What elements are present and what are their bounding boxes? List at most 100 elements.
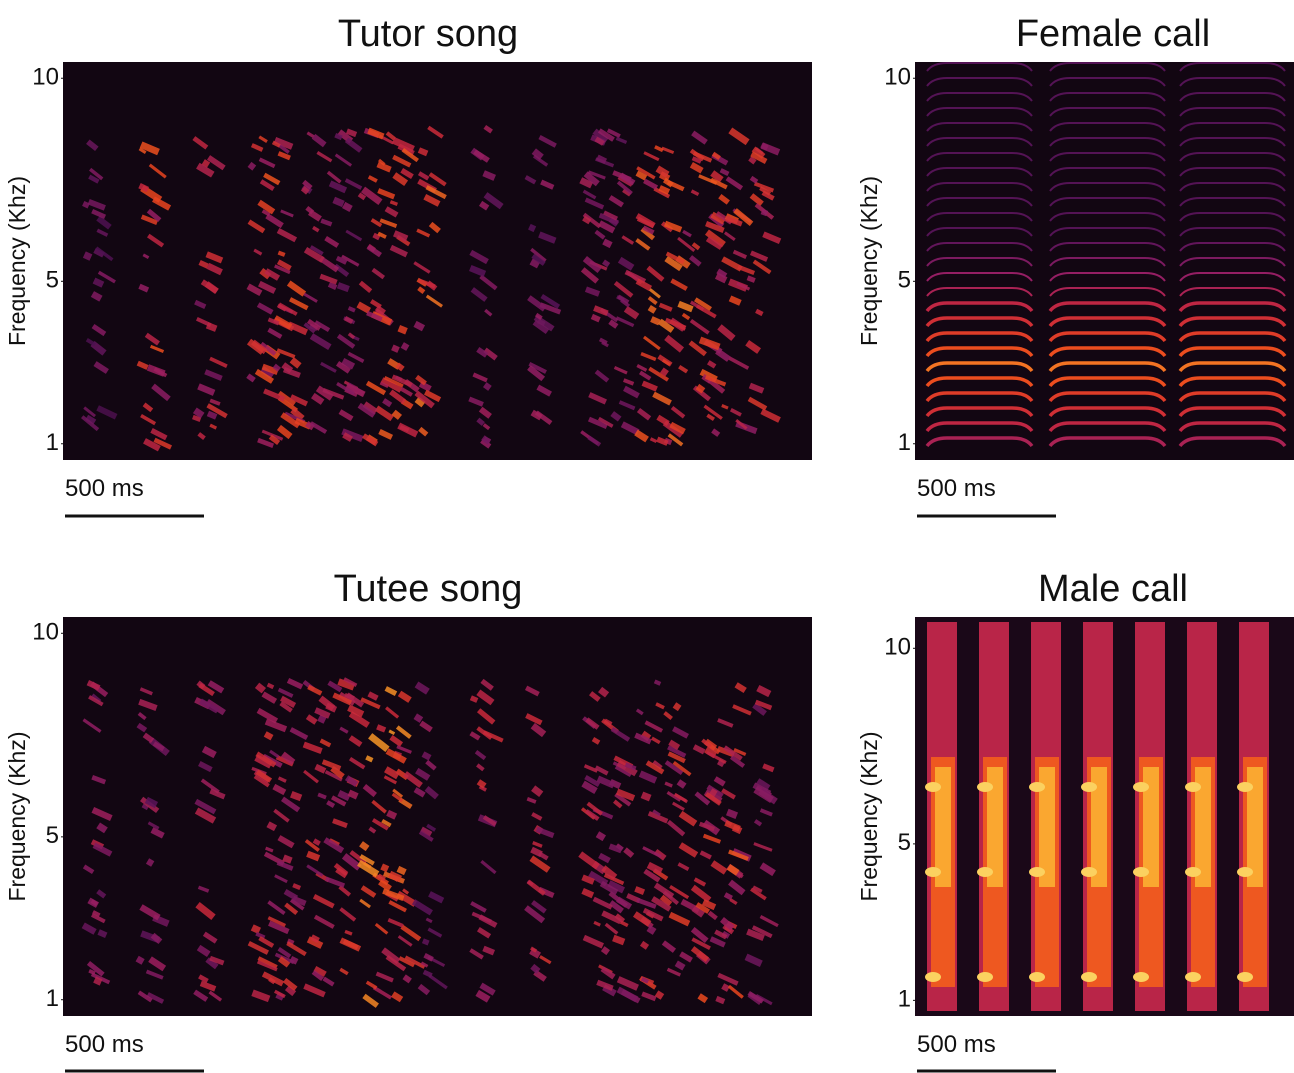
syllable-element <box>192 414 202 422</box>
syllable-element <box>368 826 377 834</box>
syllable-element <box>362 784 377 798</box>
harmonic <box>925 301 1034 313</box>
harmonic <box>925 346 1034 358</box>
syllable-element <box>367 175 378 183</box>
syllable-element <box>209 955 225 966</box>
syllable-element <box>678 364 689 374</box>
syllable-element <box>734 682 747 694</box>
syllable-element <box>385 131 396 141</box>
call-core <box>1039 767 1055 887</box>
syllable-element <box>530 963 541 974</box>
syllable-element <box>673 792 688 804</box>
syllable-element <box>640 227 656 241</box>
syllable-element <box>425 759 437 771</box>
syllable-element <box>288 297 309 311</box>
syllable-element <box>82 864 95 875</box>
syllable-element <box>621 235 635 245</box>
syllable-element <box>400 167 414 179</box>
syllable-element <box>636 166 656 180</box>
syllable-element <box>634 732 652 745</box>
syllable-element <box>526 796 537 804</box>
syllable-element <box>365 755 374 763</box>
syllable-element <box>709 936 726 948</box>
syllable-element <box>598 686 610 698</box>
syllable-element <box>413 261 431 274</box>
syllable-element <box>689 318 710 335</box>
syllable-element <box>652 760 663 770</box>
syllable-element <box>401 148 419 163</box>
syllable-element <box>388 900 407 913</box>
syllable-element <box>196 944 211 957</box>
syllable-element <box>345 229 363 242</box>
syllable-element <box>580 267 599 284</box>
harmonic <box>926 152 1033 162</box>
syllable-element <box>152 741 165 752</box>
syllable-element <box>727 984 744 999</box>
syllable-element <box>537 851 549 861</box>
syllable-element <box>388 729 396 736</box>
syllable-element <box>257 199 276 215</box>
syllable-element <box>750 887 767 901</box>
syllable-element <box>473 149 490 163</box>
harmonic <box>1179 122 1286 132</box>
syllable-element <box>610 411 622 422</box>
syllable-element <box>314 763 327 774</box>
syllable-element <box>318 256 340 273</box>
syllable-element <box>93 976 103 986</box>
syllable-element <box>274 874 288 884</box>
syllable-element <box>205 251 224 264</box>
syllable-element <box>665 251 685 265</box>
syllable-element <box>91 775 107 785</box>
harmonic <box>1048 331 1167 343</box>
harmonic <box>1049 227 1166 237</box>
syllable-element <box>311 392 325 405</box>
syllable-element <box>666 791 682 802</box>
syllable-element <box>635 238 651 251</box>
syllable-element <box>246 283 263 297</box>
syllable-element <box>535 826 555 839</box>
syllable-element <box>417 171 430 181</box>
syllable-element <box>148 956 167 972</box>
syllable-element <box>661 146 675 155</box>
syllable-element <box>392 154 412 168</box>
syllable-element <box>272 363 281 372</box>
syllable-element <box>255 769 273 783</box>
call-note <box>1081 867 1097 877</box>
syllable-element <box>587 416 608 430</box>
harmonic <box>1179 107 1286 117</box>
syllable-element <box>96 215 112 230</box>
syllable-element <box>88 695 104 707</box>
syllable-element <box>271 140 281 148</box>
spectrogram-background <box>915 62 1294 460</box>
harmonic <box>1049 182 1166 192</box>
syllable-element <box>306 864 324 877</box>
syllable-element <box>701 738 712 749</box>
syllable-element <box>382 888 405 902</box>
syllable-element <box>199 698 220 714</box>
syllable-element <box>320 218 333 227</box>
syllable-element <box>389 200 399 207</box>
syllable-element <box>284 902 299 916</box>
syllable-element <box>647 304 657 314</box>
syllable-element <box>670 278 688 291</box>
syllable-element <box>392 788 404 799</box>
panel-title: Male call <box>1038 568 1188 610</box>
harmonic <box>1049 197 1166 207</box>
syllable-element <box>141 803 149 811</box>
syllable-element <box>479 982 496 996</box>
syllable-element <box>476 779 487 789</box>
syllable-element <box>311 970 324 982</box>
syllable-element <box>315 385 334 401</box>
syllable-element <box>608 319 619 329</box>
syllable-element <box>752 885 763 893</box>
syllable-element <box>691 937 711 950</box>
syllable-element <box>616 896 633 910</box>
syllable-element <box>146 364 166 377</box>
syllable-element <box>704 792 722 806</box>
syllable-element <box>257 956 278 969</box>
syllable-element <box>334 153 353 167</box>
syllable-element <box>314 320 331 332</box>
syllable-element <box>615 136 628 145</box>
syllable-element <box>671 801 685 811</box>
syllable-element <box>330 765 345 779</box>
